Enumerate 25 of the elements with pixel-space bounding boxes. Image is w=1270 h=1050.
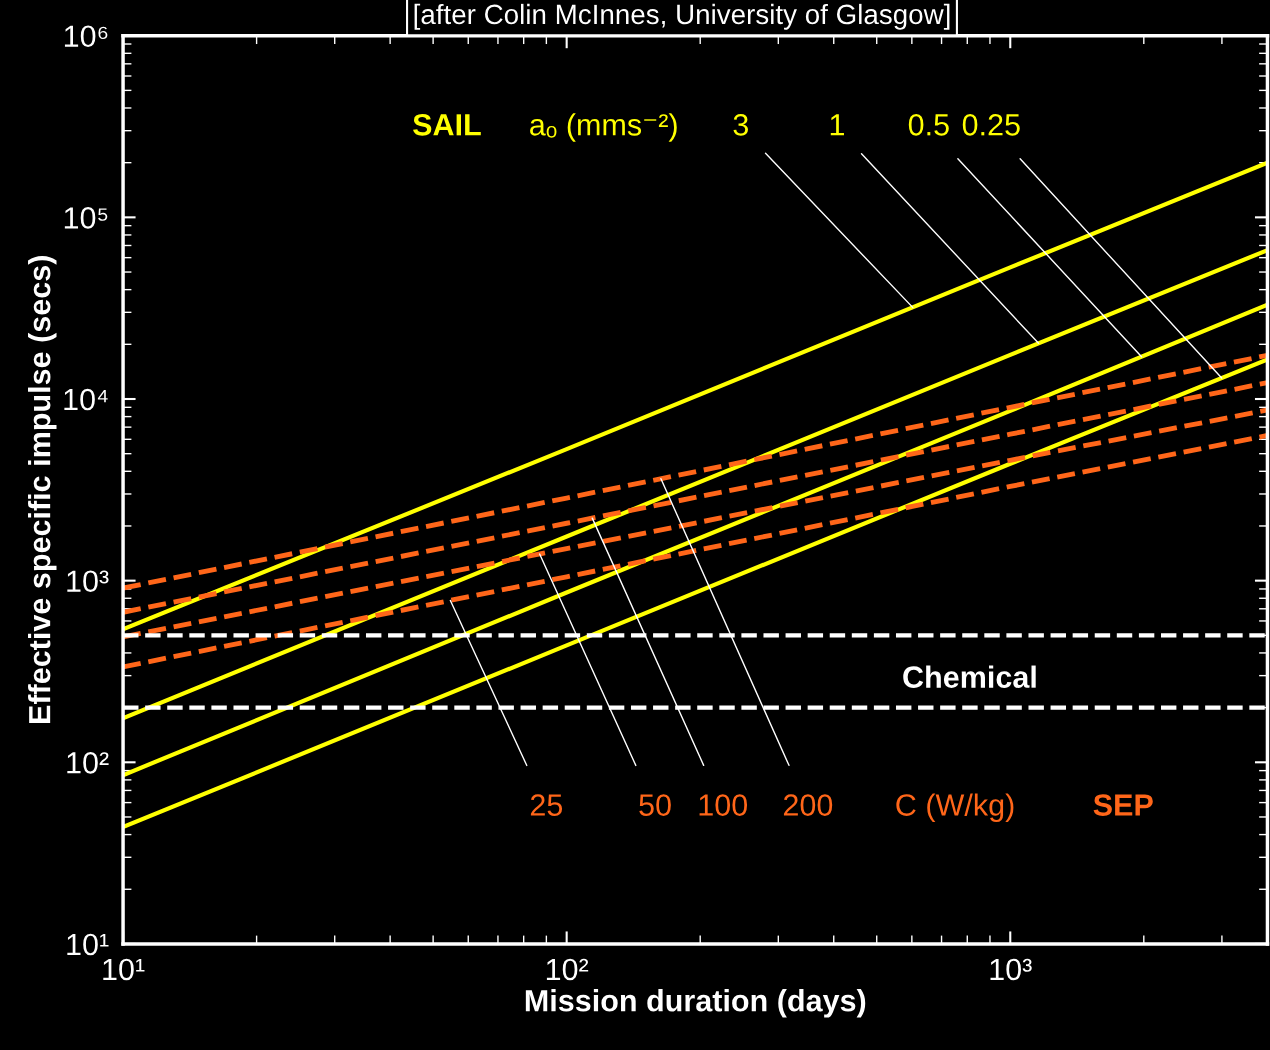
text: 3: [733, 114, 748, 136]
text: 200: [783, 794, 833, 816]
text: 1: [830, 114, 844, 136]
y-axis-title: Effective specific impulse (secs): [28, 256, 57, 723]
x-axis-title: Mission duration (days): [525, 989, 866, 1018]
text: 50: [639, 794, 671, 816]
x-tick-label: 10³: [990, 958, 1032, 981]
x-tick-label: 10¹: [103, 958, 145, 981]
text: 0.25: [962, 114, 1020, 136]
chart-title: [after Colin McInnes, University of Glasgow]: [414, 3, 950, 30]
text: 100: [699, 794, 748, 816]
x-tick-label: 10²: [546, 958, 589, 981]
y-tick-label: 10³: [67, 570, 109, 593]
text: 25: [530, 794, 563, 816]
annotation: aₒ (mms⁻²): [530, 113, 677, 142]
annotation: SAIL: [413, 114, 481, 136]
annotation: C (W/kg): [896, 793, 1014, 822]
y-tick-label: 10²: [67, 752, 109, 774]
text: 0.5: [908, 114, 949, 136]
ref-line-label: Chemical: [903, 665, 1036, 688]
y-tick-label: 10⁶: [64, 25, 108, 48]
y-tick-label: 10⁵: [64, 207, 108, 229]
y-tick-label: 10¹: [67, 933, 109, 956]
annotation: SEP: [1093, 794, 1153, 816]
y-tick-label: 10⁴: [64, 388, 108, 411]
